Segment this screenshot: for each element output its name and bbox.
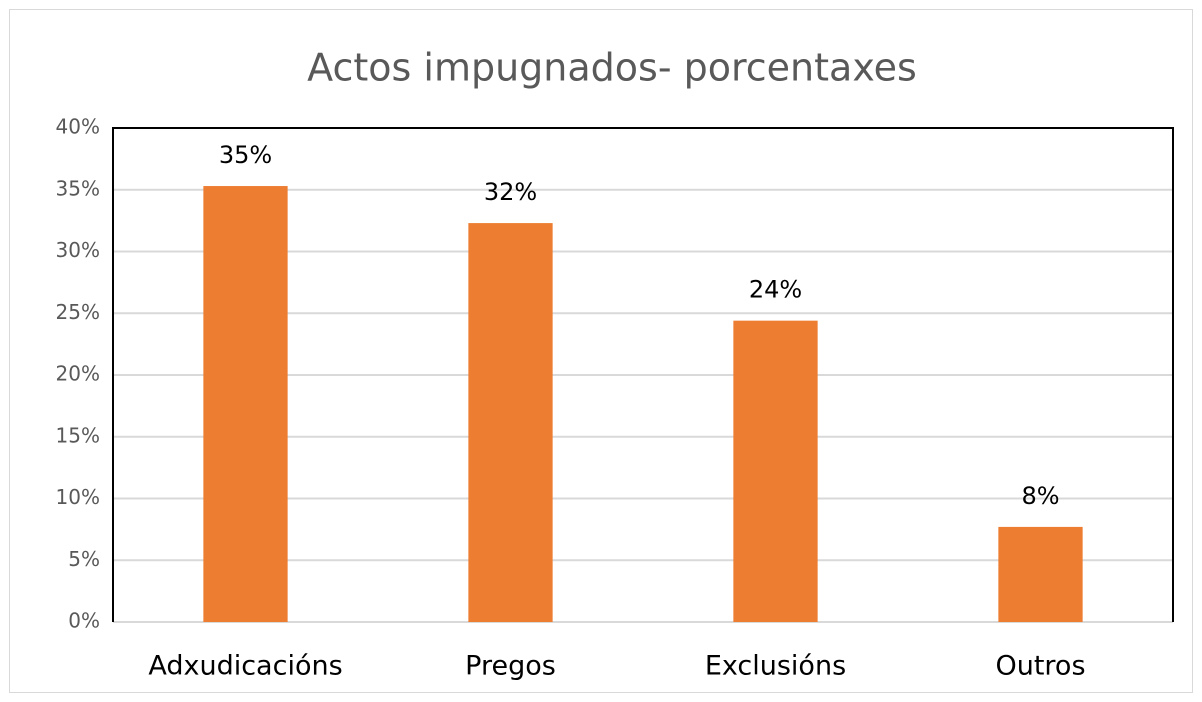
chart-title: Actos impugnados- porcentaxes: [307, 46, 917, 90]
x-tick-label: Pregos: [465, 651, 556, 682]
x-tick-label: Exclusións: [705, 651, 846, 682]
x-tick-label: Outros: [995, 651, 1085, 682]
plot-border: [112, 127, 1174, 622]
bar: [203, 186, 288, 623]
x-tick-label: Adxudicacións: [148, 651, 342, 682]
bar: [468, 223, 553, 622]
y-tick-label: 0%: [68, 609, 100, 633]
data-label: 32%: [484, 178, 537, 206]
y-tick-label: 35%: [56, 176, 100, 200]
data-label: 8%: [1021, 482, 1059, 510]
data-label: 35%: [219, 141, 272, 169]
bar: [998, 526, 1083, 622]
y-tick-label: 15%: [56, 423, 100, 447]
data-label: 24%: [749, 276, 802, 304]
y-tick-label: 25%: [56, 300, 100, 324]
y-tick-label: 10%: [56, 485, 100, 509]
y-tick-label: 5%: [68, 547, 100, 571]
y-tick-label: 20%: [56, 362, 100, 386]
y-tick-label: 30%: [56, 238, 100, 262]
y-tick-label: 40%: [56, 115, 100, 139]
bar: [733, 320, 818, 622]
